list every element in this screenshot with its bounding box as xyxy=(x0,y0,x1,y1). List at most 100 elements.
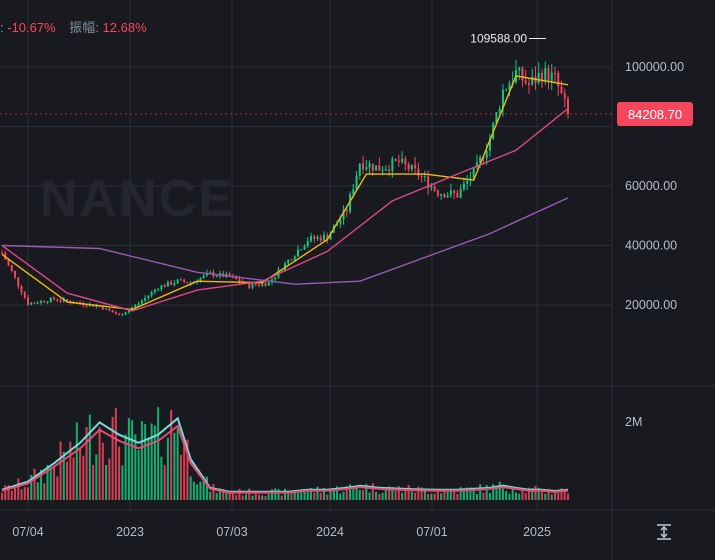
volume-bar xyxy=(257,494,260,500)
volume-bar xyxy=(310,487,313,500)
amplitude-label: 振幅: xyxy=(69,20,99,35)
candle-body xyxy=(66,299,69,302)
volume-bar xyxy=(7,485,10,500)
candle-body xyxy=(131,307,134,310)
volume-bar xyxy=(72,457,75,500)
candle-body xyxy=(563,93,566,99)
candle-body xyxy=(40,300,43,303)
candle-body xyxy=(215,275,218,277)
candle-body xyxy=(547,68,550,83)
candle-body xyxy=(550,72,553,83)
candle-body xyxy=(349,194,352,212)
reset-scale-icon[interactable] xyxy=(652,520,676,544)
candle-body xyxy=(248,282,251,288)
volume-bar xyxy=(59,441,62,500)
volume-bar xyxy=(30,474,33,500)
candle-body xyxy=(440,194,443,196)
candle-body xyxy=(342,210,345,220)
candle-body xyxy=(205,273,208,276)
candle-body xyxy=(368,163,371,168)
volume-bar xyxy=(209,491,212,500)
candle-body xyxy=(176,279,179,284)
candle-body xyxy=(336,223,339,226)
candle-body xyxy=(300,249,303,251)
volume-bar xyxy=(430,493,433,500)
volume-bar xyxy=(241,495,244,500)
change-label: : xyxy=(0,20,4,35)
volume-bar xyxy=(433,493,436,500)
candle-body xyxy=(501,89,504,109)
candle-body xyxy=(196,281,199,283)
volume-bar xyxy=(459,487,462,500)
candle-body xyxy=(313,236,316,239)
candle-body xyxy=(384,169,387,171)
volume-bar xyxy=(336,486,339,500)
volume-bar xyxy=(147,438,150,500)
candle-body xyxy=(397,160,400,163)
candle-body xyxy=(466,180,469,184)
candle-body xyxy=(453,190,456,194)
candle-body xyxy=(238,279,241,282)
volume-bar xyxy=(427,493,430,500)
volume-bar xyxy=(482,492,485,500)
candle-body xyxy=(560,86,563,94)
volume-bar xyxy=(140,421,143,500)
volume-bar xyxy=(349,484,352,500)
volume-bar xyxy=(20,489,23,500)
time-tick-label: 07/01 xyxy=(416,525,447,539)
volume-bar xyxy=(557,492,560,500)
candle-body xyxy=(251,283,254,288)
volume-bar xyxy=(537,487,540,500)
time-tick-label: 2023 xyxy=(116,525,144,539)
volume-bar xyxy=(498,481,501,500)
volume-bar xyxy=(238,488,241,500)
volume-bar xyxy=(479,484,482,500)
price-tick-label: 40000.00 xyxy=(625,239,677,253)
volume-bar xyxy=(179,454,182,500)
candle-body xyxy=(319,237,322,241)
candle-body xyxy=(267,282,270,286)
volume-bar xyxy=(277,489,280,500)
volume-bar xyxy=(36,482,39,500)
candle-body xyxy=(27,297,30,305)
volume-bar xyxy=(186,439,189,500)
candle-body xyxy=(163,285,166,287)
volume-bar xyxy=(134,434,137,500)
volume-bar xyxy=(131,420,134,500)
volume-bar xyxy=(118,446,121,500)
volume-bar xyxy=(189,476,192,500)
volume-bar xyxy=(355,487,358,500)
candle-body xyxy=(140,300,143,304)
volume-bar xyxy=(228,493,231,500)
candle-body xyxy=(362,163,365,170)
volume-bar xyxy=(316,486,319,500)
candle-body xyxy=(410,164,413,170)
volume-bar xyxy=(0,492,4,500)
candle-body xyxy=(352,189,355,195)
volume-bar xyxy=(300,492,303,500)
candle-body xyxy=(293,256,296,261)
volume-bar xyxy=(283,488,287,500)
watermark: NANCE xyxy=(40,170,235,228)
volume-bar xyxy=(362,490,365,500)
volume-bar xyxy=(287,490,290,500)
candle-body xyxy=(456,193,459,198)
volume-tick-label: 2M xyxy=(625,415,642,429)
volume-bar xyxy=(280,495,283,500)
volume-bar xyxy=(511,489,514,500)
candle-body xyxy=(430,186,433,188)
volume-bar xyxy=(183,441,186,500)
candle-body xyxy=(105,308,108,310)
volume-bar xyxy=(313,492,316,500)
volume-bar xyxy=(205,476,208,500)
candle-body xyxy=(417,168,420,176)
candle-body xyxy=(202,275,205,279)
axes: 100000.00 60000.00 40000.00 20000.00 2M 07/04… xyxy=(0,31,693,539)
volume-bar xyxy=(518,493,521,500)
price-tick-label: 20000.00 xyxy=(625,298,677,312)
amplitude-value: 12.68% xyxy=(102,20,147,35)
volume-bar xyxy=(75,422,78,500)
candle-body xyxy=(306,240,309,246)
candle-body xyxy=(160,285,163,290)
